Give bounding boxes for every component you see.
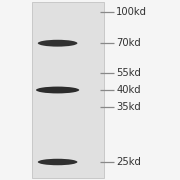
Text: 35kd: 35kd xyxy=(116,102,141,112)
Ellipse shape xyxy=(38,40,77,47)
Text: 40kd: 40kd xyxy=(116,85,141,95)
Text: 25kd: 25kd xyxy=(116,157,141,167)
Text: 100kd: 100kd xyxy=(116,7,147,17)
Ellipse shape xyxy=(38,159,77,165)
Text: 70kd: 70kd xyxy=(116,38,141,48)
Ellipse shape xyxy=(36,87,79,93)
FancyBboxPatch shape xyxy=(32,2,104,178)
Text: 55kd: 55kd xyxy=(116,68,141,78)
